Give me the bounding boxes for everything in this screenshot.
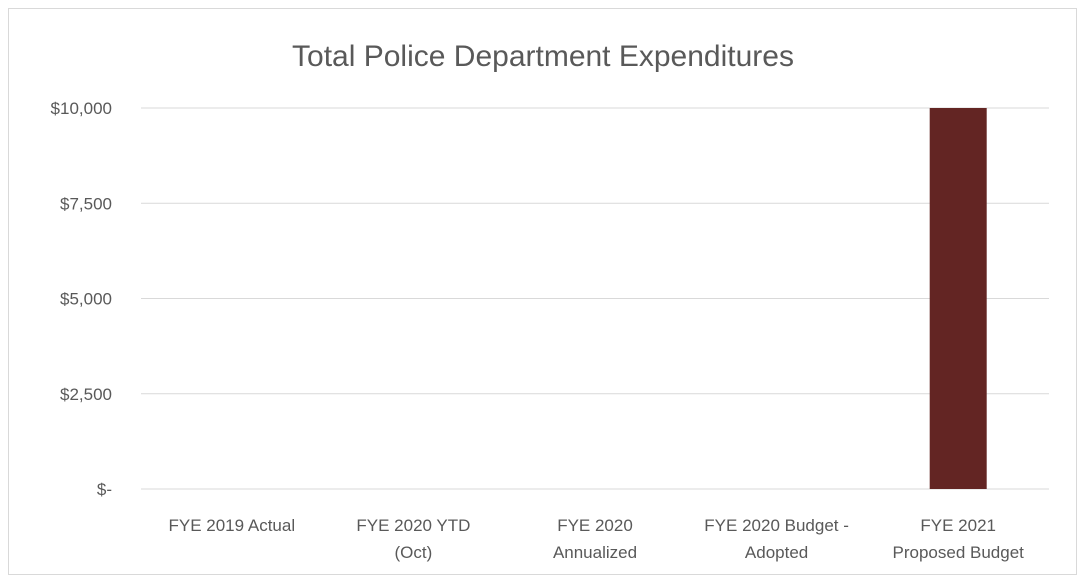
y-tick-label: $7,500 [60,194,112,213]
x-category-label-line: FYE 2019 Actual [168,516,295,535]
x-category-label-line: FYE 2020 YTD [356,516,470,535]
y-tick-label: $2,500 [60,385,112,404]
y-axis-ticks: $- $2,500 $5,000 $7,500 $10,000 [51,99,112,499]
x-category-label: FYE 2021 Proposed Budget [893,516,1025,562]
y-tick-label: $10,000 [51,99,112,118]
x-category-label-line: FYE 2020 [557,516,633,535]
y-tick-label: $5,000 [60,290,112,309]
bar [929,108,987,489]
x-category-label: FYE 2019 Actual [168,516,295,535]
x-category-label: FYE 2020 Budget - Adopted [704,516,849,562]
x-category-label-line: Annualized [553,543,637,562]
chart-frame: Total Police Department Expenditures $- $… [8,8,1077,575]
gridlines [141,107,1049,490]
x-category-label-line: FYE 2020 Budget - [704,516,849,535]
bars [929,108,987,489]
x-category-label-line: Adopted [745,543,808,562]
x-category-label-line: FYE 2021 [920,516,996,535]
y-tick-label: $- [97,480,112,499]
x-category-label: FYE 2020 Annualized [553,516,637,562]
x-category-label-line: (Oct) [395,543,433,562]
x-category-label-line: Proposed Budget [893,543,1025,562]
x-axis-categories: FYE 2019 Actual FYE 2020 YTD (Oct)FYE 2020… [168,516,1024,562]
chart-title: Total Police Department Expenditures [292,40,794,73]
x-category-label: FYE 2020 YTD (Oct) [356,516,470,562]
bar-chart: Total Police Department Expenditures $-$… [51,40,1049,562]
